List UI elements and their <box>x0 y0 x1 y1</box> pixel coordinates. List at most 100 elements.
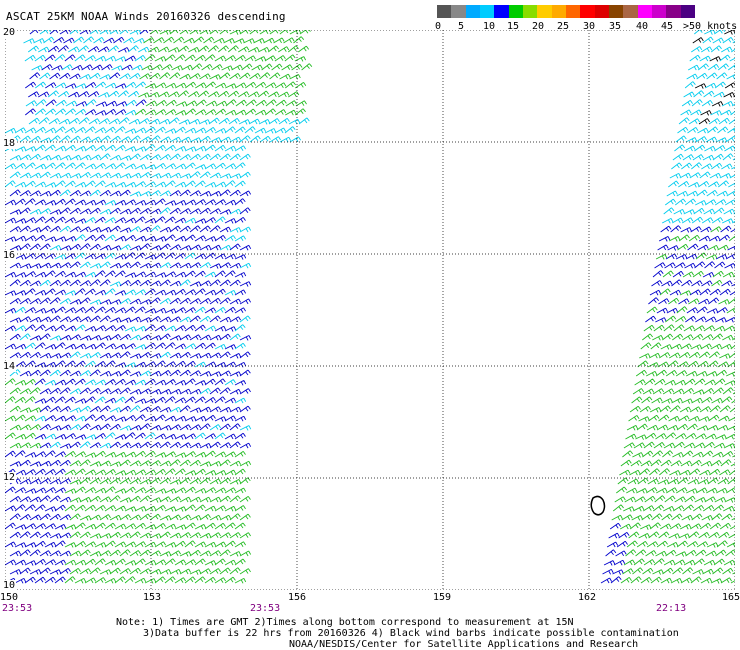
wind-barb <box>19 459 31 467</box>
wind-barb <box>14 504 26 512</box>
wind-barb <box>69 261 81 269</box>
wind-barb <box>109 281 122 287</box>
wind-barb <box>731 103 735 107</box>
scale-swatch <box>594 5 609 18</box>
wind-barb <box>602 568 614 575</box>
wind-barb <box>617 477 629 485</box>
wind-barb <box>124 343 136 350</box>
wind-barb <box>611 514 623 521</box>
wind-barb <box>234 577 247 584</box>
wind-barb <box>149 135 161 143</box>
wind-barb <box>84 452 97 458</box>
wind-barb <box>635 369 648 377</box>
wind-barb <box>49 533 62 539</box>
wind-barb <box>214 270 226 278</box>
wind-barb <box>675 433 687 440</box>
wind-barb <box>144 199 157 206</box>
wind-barb <box>74 306 86 314</box>
wind-barb <box>109 245 122 251</box>
wind-barb <box>731 399 735 404</box>
wind-barb <box>44 270 56 278</box>
wind-barb <box>165 99 177 107</box>
wind-barb <box>99 514 111 521</box>
wind-barb <box>689 54 701 62</box>
wind-barb <box>115 109 127 116</box>
wind-barb <box>84 217 96 224</box>
wind-barb <box>9 531 21 539</box>
wind-barb <box>164 252 176 260</box>
wind-barb <box>681 514 693 521</box>
wind-barb <box>84 343 97 350</box>
wind-barb <box>214 505 226 512</box>
wind-barb <box>715 549 727 557</box>
scale-label: 25 <box>557 21 570 32</box>
wind-barb <box>5 163 16 170</box>
scale-swatch <box>551 5 566 18</box>
wind-barb <box>204 289 217 296</box>
wind-barb <box>109 262 122 269</box>
wind-barb <box>209 263 222 269</box>
wind-barb <box>104 397 117 404</box>
wind-barb <box>49 189 61 197</box>
wind-barb <box>164 523 177 530</box>
wind-barb <box>723 443 735 449</box>
wind-barb <box>139 73 151 80</box>
wind-barb <box>224 379 236 386</box>
wind-barb <box>712 567 724 575</box>
wind-barb <box>214 432 226 440</box>
wind-barb <box>95 110 107 116</box>
wind-barb <box>609 522 622 530</box>
wind-barb <box>662 567 674 575</box>
wind-barb <box>673 441 685 449</box>
wind-barb <box>9 352 21 359</box>
wind-barb <box>204 396 216 404</box>
wind-barb <box>224 433 237 440</box>
wind-barb <box>31 65 43 71</box>
wind-barb <box>644 378 656 386</box>
wind-barb <box>14 235 27 242</box>
wind-barb <box>209 172 222 179</box>
wind-barb <box>268 118 280 125</box>
wind-barb <box>5 127 17 134</box>
wind-barb <box>209 406 221 413</box>
wind-barb <box>225 109 237 116</box>
wind-barb <box>49 135 61 143</box>
wind-barb <box>295 100 307 107</box>
wind-barb <box>149 280 162 287</box>
wind-barb <box>129 135 141 143</box>
wind-barb <box>234 468 246 476</box>
wind-barb <box>229 388 242 395</box>
wind-barb <box>188 46 200 53</box>
wind-barb <box>164 451 176 458</box>
wind-barb <box>169 244 181 251</box>
wind-barb <box>229 495 241 503</box>
wind-barb <box>94 414 106 422</box>
wind-barb <box>684 495 696 503</box>
wind-barb <box>665 315 677 323</box>
wind-barb <box>622 568 634 575</box>
wind-barb <box>34 108 46 116</box>
wind-barb <box>39 243 51 251</box>
wind-barb <box>281 64 293 71</box>
wind-barb <box>727 477 735 485</box>
wind-barb <box>169 190 181 197</box>
scale-swatch <box>637 5 652 18</box>
wind-barb <box>691 162 702 170</box>
wind-barb <box>44 200 57 206</box>
wind-barb <box>179 73 191 80</box>
wind-barb <box>14 306 26 314</box>
wind-barb <box>69 243 81 251</box>
wind-barb <box>19 388 31 395</box>
wind-barb <box>145 100 157 107</box>
wind-barb <box>676 487 688 494</box>
scale-label: 0 <box>435 21 442 32</box>
wind-barb <box>124 181 137 188</box>
wind-barb <box>109 299 122 305</box>
wind-barb <box>54 524 67 530</box>
wind-barb <box>255 81 267 89</box>
wind-barb <box>64 360 76 368</box>
wind-barb <box>19 407 32 413</box>
wind-barb <box>702 568 714 575</box>
wind-barb <box>154 468 166 476</box>
wind-barb <box>14 325 26 332</box>
